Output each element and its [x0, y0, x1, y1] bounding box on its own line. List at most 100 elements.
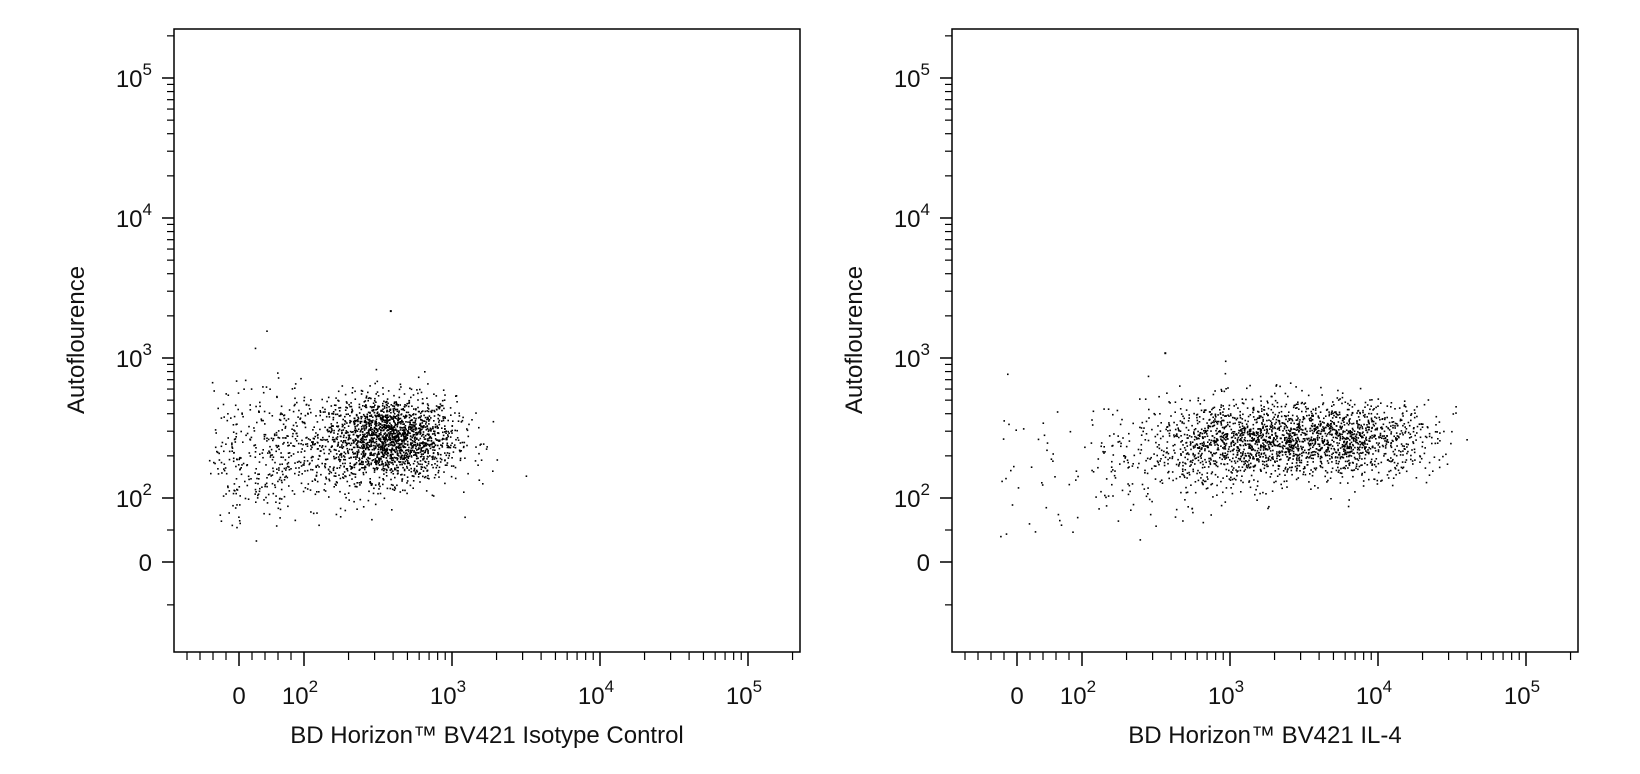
data-point: [1263, 423, 1266, 426]
data-point: [1194, 428, 1197, 430]
data-point: [430, 411, 433, 414]
data-point: [428, 429, 430, 431]
data-point: [1276, 457, 1278, 460]
x-tick-label: 103: [430, 677, 466, 710]
data-point: [452, 446, 455, 448]
data-point: [385, 414, 388, 417]
data-point: [1298, 459, 1300, 462]
data-point: [347, 451, 349, 453]
data-point: [1241, 475, 1243, 477]
data-point: [1212, 440, 1215, 442]
data-point: [370, 451, 372, 454]
data-point: [408, 401, 411, 404]
data-point: [419, 437, 422, 440]
data-point: [1352, 433, 1354, 436]
data-point: [267, 438, 270, 441]
data-point: [1232, 483, 1235, 485]
data-point: [392, 436, 395, 438]
data-point: [404, 431, 406, 434]
data-point: [1343, 446, 1346, 448]
data-point: [373, 406, 375, 408]
data-point: [1222, 434, 1225, 437]
data-point: [1201, 444, 1204, 447]
data-point: [306, 460, 309, 462]
data-point: [401, 421, 404, 423]
scatter-points: [208, 310, 528, 542]
data-point: [399, 456, 402, 459]
data-point: [411, 426, 414, 428]
data-point: [1318, 436, 1321, 439]
data-point: [1289, 417, 1292, 420]
data-point: [1198, 433, 1201, 436]
data-point: [326, 438, 329, 441]
data-point: [1297, 444, 1299, 446]
data-point: [367, 444, 369, 446]
data-point: [387, 465, 389, 468]
data-point: [1239, 459, 1241, 461]
data-point: [1046, 449, 1048, 452]
data-point: [1349, 418, 1351, 420]
data-point: [1296, 440, 1299, 443]
data-point: [430, 440, 433, 442]
data-point: [292, 410, 295, 413]
data-point: [1396, 464, 1398, 467]
data-point: [1314, 438, 1316, 440]
data-point: [388, 433, 391, 435]
data-point: [344, 393, 347, 396]
data-point: [1322, 426, 1324, 428]
data-point: [386, 426, 388, 428]
data-point: [378, 483, 380, 486]
data-point: [1256, 485, 1259, 487]
data-point: [1100, 442, 1103, 444]
data-point: [379, 445, 382, 448]
data-point: [1199, 450, 1201, 452]
data-point: [416, 471, 419, 473]
data-point: [1130, 509, 1132, 511]
data-point: [1380, 402, 1382, 404]
data-point: [1252, 433, 1254, 436]
data-point: [406, 476, 409, 478]
data-point: [376, 408, 379, 410]
data-point: [283, 467, 286, 470]
data-point: [410, 427, 412, 429]
data-point: [360, 408, 363, 411]
data-point: [284, 459, 287, 461]
data-point: [1338, 432, 1341, 435]
data-point: [358, 482, 361, 484]
data-point: [378, 415, 381, 417]
data-point: [250, 478, 252, 480]
data-point: [1267, 432, 1270, 435]
data-point: [343, 423, 346, 425]
data-point: [1304, 438, 1306, 440]
data-point: [419, 422, 422, 425]
data-point: [1298, 427, 1301, 430]
data-point: [1183, 447, 1186, 449]
data-point: [1219, 412, 1222, 414]
data-point: [1267, 444, 1270, 446]
data-point: [1335, 431, 1337, 434]
data-point: [390, 455, 392, 458]
data-point: [1210, 472, 1213, 475]
data-point: [1231, 436, 1234, 439]
data-point: [1358, 419, 1361, 421]
data-point: [249, 439, 252, 441]
data-point: [278, 469, 280, 471]
data-point: [1372, 423, 1375, 426]
data-point: [467, 472, 469, 475]
data-point: [1304, 432, 1306, 435]
data-point: [1266, 463, 1268, 466]
data-point: [346, 480, 349, 483]
data-point: [325, 476, 327, 479]
data-point: [1270, 423, 1273, 426]
data-point: [356, 414, 358, 417]
data-point: [316, 434, 319, 437]
data-point: [1211, 408, 1213, 411]
data-point: [1223, 419, 1225, 422]
data-point: [231, 442, 233, 444]
data-point: [280, 412, 282, 414]
data-point: [257, 494, 259, 497]
data-point: [1373, 463, 1376, 466]
data-point: [1320, 386, 1322, 389]
data-point: [395, 401, 397, 403]
data-point: [1196, 443, 1198, 445]
